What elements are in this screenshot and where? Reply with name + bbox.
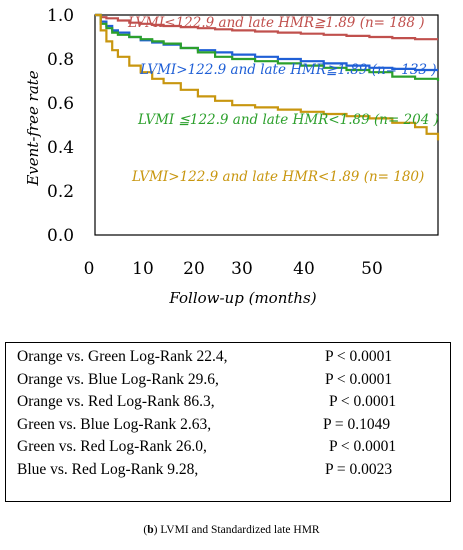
comparison-label: Green vs. Red Log-Rank 26.0, xyxy=(17,438,207,455)
plot-area: 1.0 0.8 0.6 0.4 0.2 0.0 0 10 20 30 40 50 LVMI≤122.9 … xyxy=(47,6,440,279)
caption-text: ) LVMI and Standardized late HMR xyxy=(153,524,320,536)
series-line-3 xyxy=(95,13,440,81)
comparison-label: Blue vs. Red Log-Rank 9.28, xyxy=(17,460,199,478)
x-tick-label: 50 xyxy=(361,259,383,279)
series-label-1: LVMI≤122.9 and late HMR≧1.89 (n= 188 ) xyxy=(127,15,425,31)
y-tick-label: 0.2 xyxy=(47,182,74,202)
x-tick-label: 30 xyxy=(231,259,253,279)
p-value: P < 0.0001 xyxy=(325,370,393,388)
series-label-4: LVMI>122.9 and late HMR<1.89 (n= 180) xyxy=(131,169,424,185)
x-tick-label: 20 xyxy=(183,259,205,279)
stat-row: Orange vs. Red Log-Rank 86.3, P < 0.0001 xyxy=(17,392,447,412)
y-tick-label: 0.4 xyxy=(47,138,74,158)
x-tick-label: 10 xyxy=(132,259,154,279)
stat-row: Orange vs. Green Log-Rank 22.4, P < 0.000… xyxy=(17,347,447,367)
series-line-1 xyxy=(95,13,438,41)
comparison-label: Orange vs. Blue Log-Rank 29.6, xyxy=(17,370,219,388)
p-value: P = 0.1049 xyxy=(323,415,391,433)
p-value: P < 0.0001 xyxy=(329,438,397,455)
p-value: P < 0.0001 xyxy=(325,348,393,365)
series-label-2: LVMI>122.9 and late HMR≧1.89 (n= 133 ) xyxy=(139,62,437,78)
comparison-label: Green vs. Blue Log-Rank 2.63, xyxy=(17,415,212,433)
comparison-label: Orange vs. Green Log-Rank 22.4, xyxy=(17,348,228,365)
series-label-3: LVMI ≦122.9 and late HMR<1.89 (n= 204 ) xyxy=(137,112,439,128)
stat-row: Green vs. Red Log-Rank 26.0, P < 0.0001 xyxy=(17,437,447,457)
figure-caption: (b) LVMI and Standardized late HMR xyxy=(143,524,320,536)
caption-letter: b xyxy=(147,524,154,536)
survival-chart: 1.0 0.8 0.6 0.4 0.2 0.0 0 10 20 30 40 50 LVMI≤122.9 … xyxy=(24,6,440,307)
log-rank-table: Orange vs. Green Log-Rank 22.4, P < 0.000… xyxy=(5,342,451,502)
y-tick-label: 1.0 xyxy=(47,6,74,26)
y-tick-label: 0.8 xyxy=(47,50,74,70)
stat-row: Orange vs. Blue Log-Rank 29.6, P < 0.0001 xyxy=(17,370,447,390)
y-tick-label: 0.6 xyxy=(47,94,74,114)
comparison-label: Orange vs. Red Log-Rank 86.3, xyxy=(17,393,215,410)
y-axis-label: Event-free rate xyxy=(24,70,42,186)
p-value: P < 0.0001 xyxy=(329,393,397,410)
series-line-4 xyxy=(95,13,440,141)
x-tick-label: 0 xyxy=(84,259,95,279)
p-value: P = 0.0023 xyxy=(325,460,393,478)
x-axis-label: Follow-up (months) xyxy=(168,289,316,307)
x-tick-label: 40 xyxy=(293,259,315,279)
stat-row: Green vs. Blue Log-Rank 2.63, P = 0.1049 xyxy=(17,415,447,435)
y-tick-label: 0.0 xyxy=(47,226,74,246)
stat-row: Blue vs. Red Log-Rank 9.28, P = 0.0023 xyxy=(17,460,447,480)
plot-frame xyxy=(94,14,439,236)
series-line-2 xyxy=(95,13,438,72)
